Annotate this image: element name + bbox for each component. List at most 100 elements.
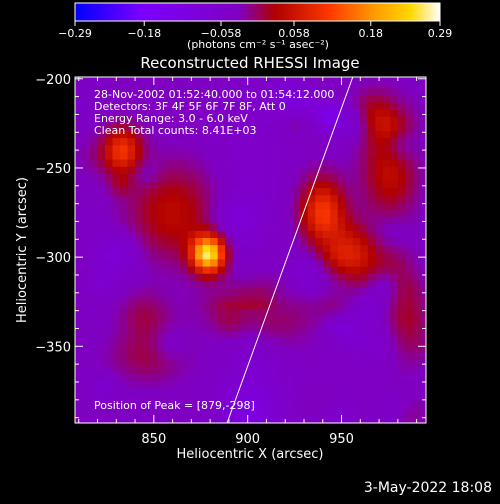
heatmap-cell [225, 273, 234, 281]
heatmap-cell [300, 180, 309, 189]
heatmap-cell [285, 315, 294, 324]
heatmap-cell [135, 323, 144, 331]
heatmap-cell [337, 237, 346, 246]
heatmap-cell [330, 373, 339, 381]
heatmap-cell [142, 87, 151, 96]
heatmap-cell [420, 287, 426, 296]
heatmap-cell [232, 351, 241, 360]
heatmap-cell [127, 144, 136, 153]
heatmap-cell [300, 137, 309, 146]
heatmap-cell [82, 151, 91, 160]
heatmap-cell [360, 380, 369, 388]
heatmap-cell [337, 315, 346, 324]
heatmap-cell [187, 266, 196, 274]
heatmap-cell [225, 159, 234, 167]
heatmap-cell [382, 394, 391, 403]
heatmap-cell [105, 123, 114, 132]
heatmap-cell [180, 380, 189, 388]
heatmap-cell [300, 130, 309, 139]
heatmap-cell [135, 387, 144, 395]
heatmap-cell [165, 294, 174, 303]
heatmap-cell [262, 315, 271, 324]
heatmap-cell [390, 266, 399, 274]
heatmap-cell [262, 101, 271, 110]
heatmap-cell [285, 194, 294, 203]
heatmap-cell [255, 208, 264, 217]
heatmap-cell [90, 387, 99, 395]
heatmap-cell [75, 237, 84, 246]
heatmap-cell [397, 358, 406, 367]
heatmap-cell [225, 180, 234, 189]
heatmap-cell [90, 373, 99, 381]
heatmap-cell [375, 330, 384, 338]
heatmap-cell [157, 401, 166, 410]
heatmap-cell [120, 358, 129, 367]
heatmap-cell [195, 123, 204, 132]
heatmap-cell [285, 244, 294, 253]
heatmap-cell [360, 187, 369, 196]
heatmap-cell [405, 223, 414, 231]
heatmap-cell [405, 315, 414, 324]
heatmap-cell [270, 401, 279, 410]
heatmap-cell [352, 244, 361, 253]
heatmap-cell [195, 380, 204, 388]
heatmap-cell [142, 251, 151, 260]
heatmap-cell [240, 230, 249, 239]
heatmap-cell [352, 237, 361, 246]
heatmap-cell [202, 315, 211, 324]
heatmap-cell [90, 330, 99, 338]
heatmap-cell [82, 80, 91, 89]
heatmap-cell [142, 387, 151, 395]
heatmap-cell [172, 237, 181, 246]
heatmap-cell [172, 101, 181, 110]
heatmap-cell [112, 130, 121, 139]
heatmap-cell [382, 330, 391, 338]
heatmap-cell [270, 180, 279, 189]
heatmap-cell [420, 230, 426, 239]
heatmap-cell [277, 159, 286, 167]
heatmap-cell [337, 230, 346, 239]
heatmap-cell [165, 151, 174, 160]
heatmap-cell [172, 187, 181, 196]
heatmap-cell [90, 280, 99, 288]
heatmap-cell [232, 315, 241, 324]
heatmap-cell [412, 408, 421, 417]
heatmap-cell [322, 159, 331, 167]
heatmap-cell [82, 280, 91, 288]
heatmap-cell [97, 144, 106, 153]
heatmap-cell [127, 80, 136, 89]
heatmap-cell [412, 123, 421, 132]
heatmap-cell [322, 208, 331, 217]
heatmap-cell [217, 216, 226, 224]
heatmap-cell [195, 87, 204, 96]
heatmap-cell [262, 337, 271, 346]
heatmap-cell [150, 208, 159, 217]
heatmap-cell [112, 273, 121, 281]
heatmap-cell [120, 287, 129, 296]
heatmap-cell [142, 187, 151, 196]
heatmap-cell [315, 123, 324, 132]
heatmap-cell [112, 159, 121, 167]
heatmap-cell [202, 244, 211, 253]
heatmap-cell [187, 116, 196, 124]
heatmap-cell [322, 187, 331, 196]
heatmap-cell [195, 94, 204, 103]
heatmap-cell [82, 237, 91, 246]
heatmap-cell [315, 223, 324, 231]
heatmap-cell [390, 387, 399, 395]
heatmap-cell [330, 151, 339, 160]
heatmap-cell [360, 330, 369, 338]
heatmap-cell [322, 116, 331, 124]
heatmap-cell [105, 116, 114, 124]
heatmap-cell [315, 415, 324, 423]
heatmap-cell [375, 201, 384, 210]
heatmap-cell [187, 187, 196, 196]
heatmap-cell [202, 137, 211, 146]
heatmap-cell [202, 415, 211, 423]
heatmap-cell [142, 101, 151, 110]
heatmap-cell [255, 187, 264, 196]
heatmap-cell [127, 287, 136, 296]
heatmap-cell [120, 237, 129, 246]
heatmap-cell [277, 94, 286, 103]
heatmap-cell [150, 116, 159, 124]
